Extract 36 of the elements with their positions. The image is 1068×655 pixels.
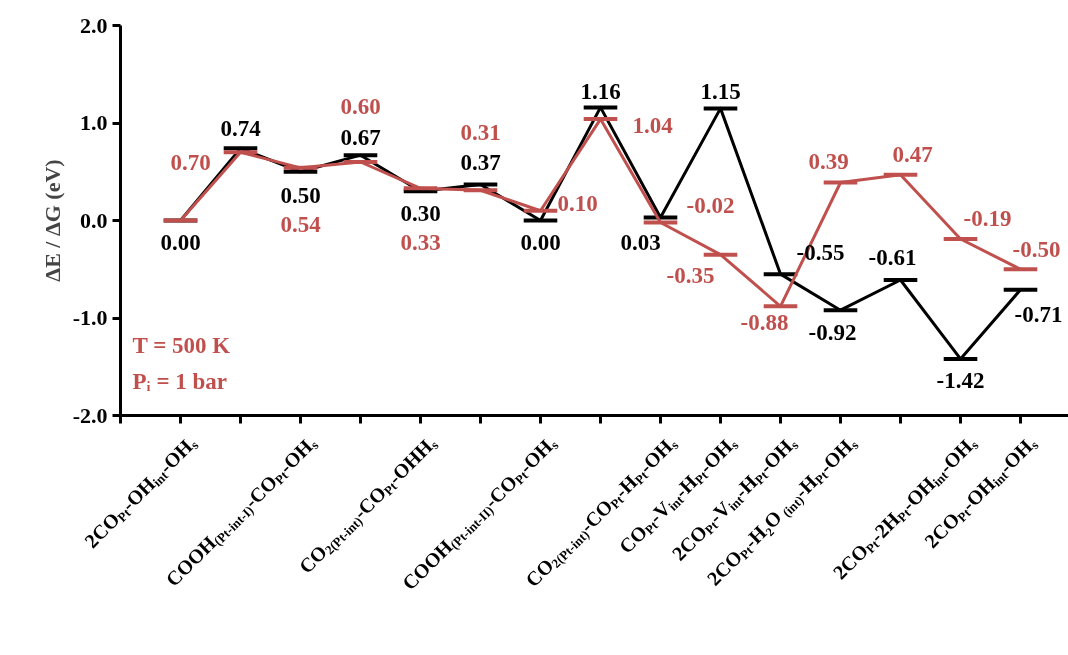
data-label: -0.02 xyxy=(686,192,735,218)
data-label: 0.03 xyxy=(620,230,661,256)
data-label: 0.74 xyxy=(220,115,262,141)
data-label: 0.47 xyxy=(892,142,933,168)
data-label: 0.10 xyxy=(557,191,598,217)
data-label: -0.61 xyxy=(868,245,917,271)
data-label: -0.92 xyxy=(808,319,857,345)
annotation: Pᵢ = 1 bar xyxy=(132,369,227,394)
data-label: 1.16 xyxy=(580,78,621,104)
data-label: -0.71 xyxy=(1014,302,1063,328)
data-label: 0.39 xyxy=(808,148,849,174)
data-label: 0.54 xyxy=(280,212,322,238)
data-label: -1.42 xyxy=(936,368,985,394)
data-label: 0.31 xyxy=(460,119,501,145)
y-tick-label: 1.0 xyxy=(80,110,108,135)
data-label: 0.30 xyxy=(400,200,441,226)
y-axis-title: ΔE / ΔG (eV) xyxy=(39,159,65,282)
annotation: T = 500 K xyxy=(132,333,231,358)
data-label: 0.70 xyxy=(170,149,211,175)
data-label: 1.15 xyxy=(700,78,741,104)
y-tick-label: 2.0 xyxy=(80,12,108,38)
data-label: 0.67 xyxy=(340,124,381,150)
data-label: -0.19 xyxy=(963,205,1012,231)
y-tick-label: -1.0 xyxy=(72,305,108,330)
y-tick-label: 0.0 xyxy=(80,207,108,233)
data-label: 0.50 xyxy=(280,183,321,209)
data-label: 0.37 xyxy=(460,149,501,175)
data-label: -0.50 xyxy=(1012,236,1061,262)
data-label: 0.33 xyxy=(400,229,441,255)
data-label: 0.60 xyxy=(340,93,381,119)
data-label: 1.04 xyxy=(632,112,674,138)
data-label: -0.88 xyxy=(740,309,789,335)
y-tick-label: -2.0 xyxy=(72,402,108,428)
data-label: 0.00 xyxy=(160,230,201,255)
data-label: 0.00 xyxy=(520,230,561,255)
data-label: -0.35 xyxy=(666,263,715,289)
